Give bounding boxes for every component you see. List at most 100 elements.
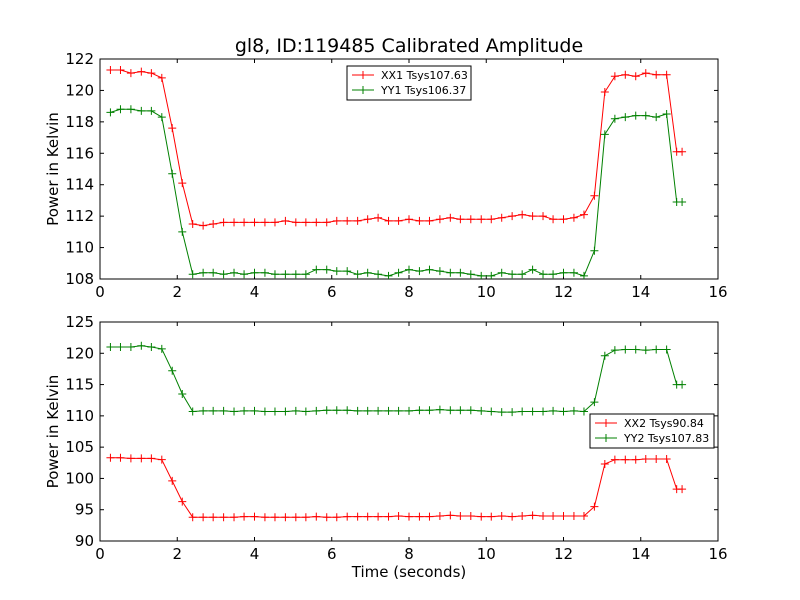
data-point <box>497 213 506 222</box>
data-point <box>590 191 599 200</box>
data-point <box>126 343 135 352</box>
legend: XX2 Tsys90.84 YY2 Tsys107.83 <box>589 413 715 449</box>
data-point <box>270 513 279 522</box>
data-point <box>322 265 331 274</box>
legend-label: YY2 Tsys107.83 <box>623 432 709 445</box>
data-point <box>631 111 640 120</box>
data-point <box>281 216 290 225</box>
data-point <box>219 218 228 227</box>
legend-label: YY1 Tsys106.37 <box>380 84 466 97</box>
data-point <box>415 216 424 225</box>
x-tick-label: 12 <box>554 283 573 301</box>
data-point <box>301 407 310 416</box>
data-point <box>600 351 609 360</box>
data-point <box>270 218 279 227</box>
data-point <box>209 268 218 277</box>
data-point <box>621 113 630 122</box>
data-point <box>126 69 135 78</box>
data-point <box>116 66 125 74</box>
x-tick-label: 8 <box>404 283 414 301</box>
y-tick-label: 122 <box>65 50 94 68</box>
data-point <box>116 453 125 462</box>
x-tick-label: 10 <box>477 545 496 563</box>
data-point <box>291 513 300 522</box>
data-point <box>147 343 156 352</box>
data-point <box>435 511 444 520</box>
x-axis-label: Time (seconds) <box>351 563 467 581</box>
data-point <box>569 213 578 222</box>
data-point <box>678 198 687 206</box>
data-point <box>343 512 352 521</box>
data-point <box>518 210 527 219</box>
data-point <box>209 406 218 415</box>
y-tick-label: 110 <box>65 407 94 425</box>
data-point <box>600 88 609 96</box>
data-point <box>446 511 455 520</box>
data-point <box>641 346 650 355</box>
data-point <box>332 513 341 522</box>
data-point <box>168 476 177 485</box>
data-point <box>579 511 588 520</box>
data-point <box>137 341 146 350</box>
data-point <box>610 455 619 464</box>
data-point <box>353 270 362 279</box>
data-point <box>250 512 259 521</box>
data-point <box>363 512 372 521</box>
legend-item: YY2 Tsys107.83 <box>595 432 709 445</box>
data-point <box>549 215 558 224</box>
data-point <box>178 389 187 398</box>
data-point <box>250 406 259 415</box>
data-point <box>260 407 269 416</box>
data-point <box>291 218 300 227</box>
data-point <box>384 271 393 279</box>
data-point <box>456 511 465 520</box>
x-tick-label: 2 <box>172 545 182 563</box>
data-point <box>415 512 424 521</box>
data-point <box>178 497 187 506</box>
data-point <box>147 69 156 78</box>
data-point <box>539 407 548 416</box>
data-point <box>137 106 146 115</box>
chart-panel-2: 0 2 4 6 8 10 12 14 16 90 95 100 105 110 115 120 125 Power… <box>44 313 728 581</box>
data-point <box>230 268 239 277</box>
x-tick-label: 6 <box>327 545 337 563</box>
data-point <box>641 455 650 464</box>
y-tick-label: 116 <box>65 144 94 162</box>
data-point <box>662 110 671 118</box>
data-point <box>281 270 290 279</box>
data-point <box>363 215 372 224</box>
data-point <box>466 215 475 224</box>
legend: XX1 Tsys107.63 YY1 Tsys106.37 <box>346 65 472 101</box>
data-point <box>631 345 640 354</box>
data-point <box>466 270 475 279</box>
data-point <box>240 270 249 279</box>
data-point <box>508 270 517 279</box>
data-point <box>590 398 599 407</box>
data-point <box>270 407 279 416</box>
data-point <box>579 210 588 219</box>
data-point <box>559 215 568 224</box>
y-tick-label: 105 <box>65 438 94 456</box>
data-point <box>301 270 310 279</box>
data-point <box>137 67 146 76</box>
data-point <box>343 406 352 415</box>
y-tick-label: 100 <box>65 469 94 487</box>
data-point <box>477 215 486 224</box>
data-point <box>157 455 166 464</box>
data-point <box>188 270 197 279</box>
data-point <box>343 267 352 276</box>
y-axis-label: Power in Kelvin <box>44 375 62 489</box>
data-point <box>199 221 208 230</box>
data-point <box>610 114 619 123</box>
x-tick-label: 14 <box>631 283 650 301</box>
data-point <box>487 407 496 416</box>
x-tick-label: 0 <box>95 545 105 563</box>
data-point <box>178 179 187 188</box>
legend-marker <box>602 434 610 442</box>
x-tick-label: 6 <box>327 283 337 301</box>
data-point <box>168 366 177 375</box>
data-point <box>456 215 465 224</box>
data-point <box>487 512 496 521</box>
data-point <box>394 511 403 520</box>
data-point <box>322 218 331 227</box>
